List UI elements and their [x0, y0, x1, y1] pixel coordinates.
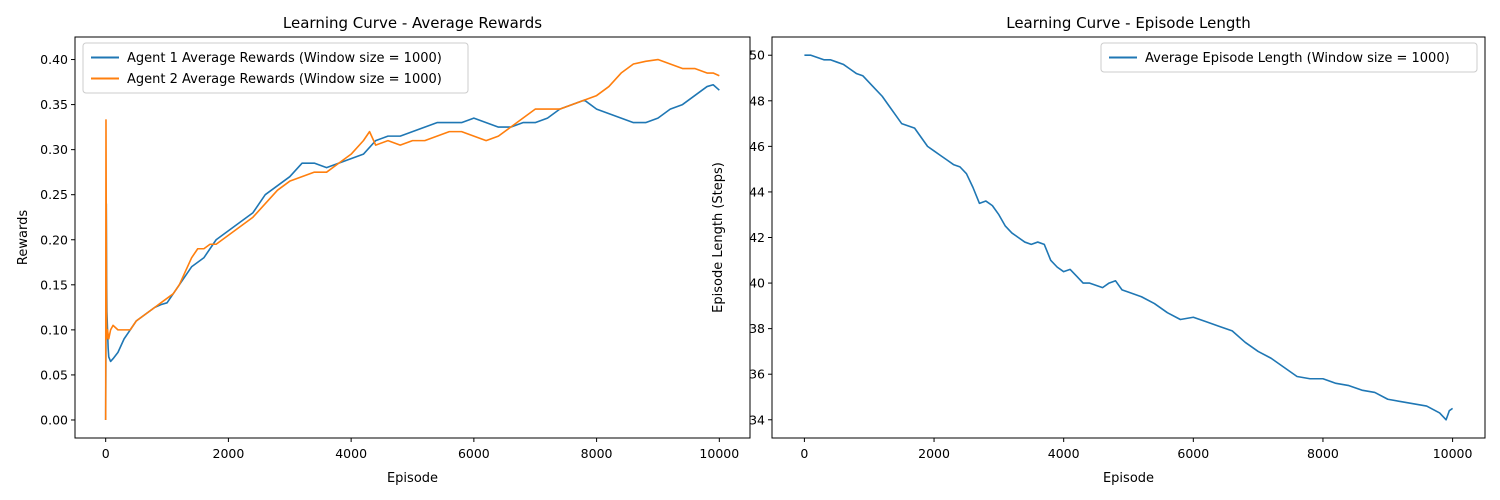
legend-entry: Average Episode Length (Window size = 10…	[1145, 51, 1450, 66]
y-tick-label: 0.15	[40, 277, 68, 292]
y-tick-label: 34	[749, 412, 765, 427]
y-tick-label: 0.30	[40, 142, 68, 157]
y-tick-label: 0.20	[40, 232, 68, 247]
x-tick-label: 6000	[1177, 446, 1209, 461]
y-tick-label: 0.40	[40, 52, 68, 67]
plot-frame	[74, 36, 751, 439]
x-tick-label: 2000	[918, 446, 950, 461]
y-tick-label: 48	[749, 93, 765, 108]
legend-box	[82, 42, 469, 94]
x-tick-label: 6000	[458, 446, 490, 461]
series-line-1	[804, 54, 1454, 421]
y-tick-label: 0.35	[40, 97, 68, 112]
x-tick-label: 10000	[1433, 446, 1473, 461]
x-axis-label: Episode	[1103, 471, 1154, 486]
y-tick-label: 40	[749, 276, 765, 291]
y-axis-label: Episode Length (Steps)	[711, 162, 726, 313]
x-tick-label: 4000	[1048, 446, 1080, 461]
y-tick-label: 42	[749, 230, 765, 245]
y-tick-label: 0.10	[40, 322, 68, 337]
y-tick-label: 0.05	[40, 367, 68, 382]
x-tick-label: 8000	[1307, 446, 1339, 461]
x-tick-label: 2000	[213, 446, 245, 461]
chart-title: Learning Curve - Average Rewards	[283, 14, 542, 32]
x-tick-label: 10000	[699, 446, 739, 461]
rewards-chart-panel: Learning Curve - Average Rewards 0 2000 400…	[16, 14, 751, 486]
x-tick-label: 4000	[335, 446, 367, 461]
y-tick-label: 44	[749, 184, 765, 199]
chart-title: Learning Curve - Episode Length	[1006, 14, 1251, 32]
legend: Agent 1 Average Rewards (Window size = 1…	[82, 42, 469, 94]
legend: Average Episode Length (Window size = 10…	[1100, 42, 1478, 73]
series-line-1	[104, 83, 720, 420]
y-tick-label: 0.25	[40, 187, 68, 202]
x-tick-label: 0	[102, 446, 110, 461]
x-axis-label: Episode	[387, 471, 438, 486]
legend-box	[1100, 42, 1478, 73]
episode-length-chart-panel: Learning Curve - Episode Length 0 2000 4000…	[711, 14, 1486, 486]
legend-entry: Agent 1 Average Rewards (Window size = 1…	[127, 51, 442, 66]
x-tick-label: 0	[800, 446, 808, 461]
y-tick-label: 0.00	[40, 412, 68, 427]
y-tick-label: 50	[749, 48, 765, 63]
series-line-2	[104, 58, 720, 420]
x-tick-label: 8000	[581, 446, 613, 461]
legend-entry: Agent 2 Average Rewards (Window size = 1…	[127, 72, 442, 87]
y-tick-label: 46	[749, 139, 765, 154]
plot-frame	[771, 36, 1486, 439]
y-tick-label: 38	[749, 321, 765, 336]
y-tick-label: 36	[749, 367, 765, 382]
y-axis-label: Rewards	[16, 210, 31, 265]
